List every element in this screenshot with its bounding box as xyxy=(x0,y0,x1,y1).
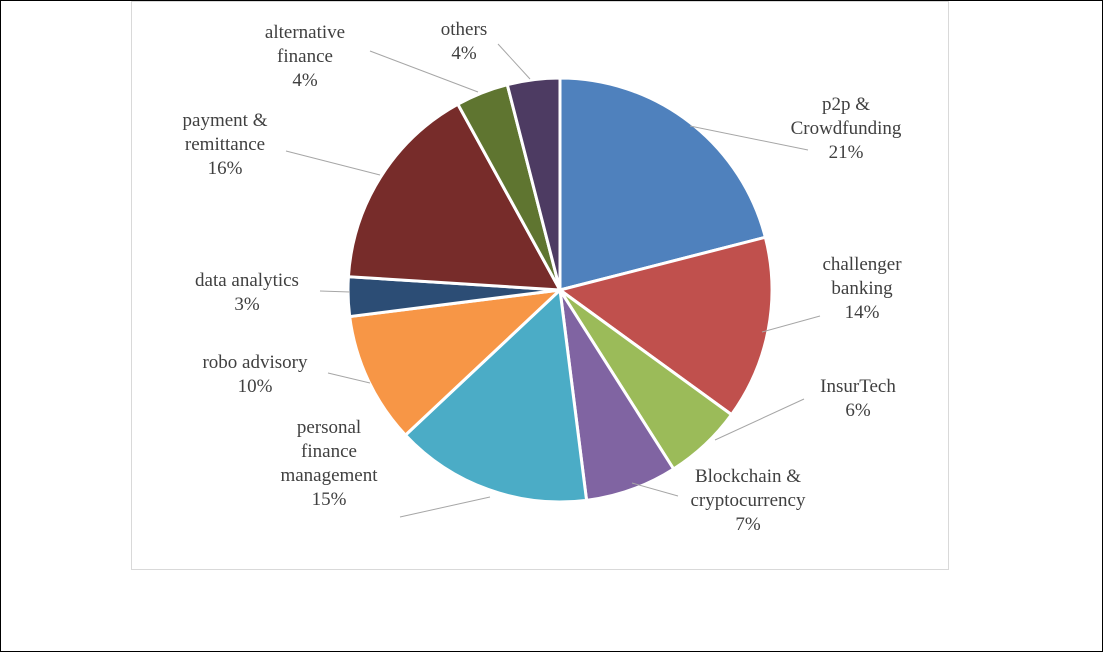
leader-line-7 xyxy=(285,150,381,176)
slice-label-5: robo advisory 10% xyxy=(202,352,308,397)
pie-slice-1 xyxy=(556,235,774,417)
leader-line-4 xyxy=(399,496,491,518)
pie-slice-7 xyxy=(346,102,563,292)
leader-line-5 xyxy=(327,372,371,384)
slice-label-6: data analytics 3% xyxy=(195,270,299,315)
leader-line-9 xyxy=(497,43,531,80)
leader-line-6 xyxy=(319,290,351,293)
slice-label-7: payment & remittance 16% xyxy=(183,110,268,179)
leader-line-2 xyxy=(714,398,805,441)
slice-label-8: alternative finance 4% xyxy=(265,22,345,91)
pie-slice-4 xyxy=(403,286,589,504)
slice-label-9: others 4% xyxy=(441,19,487,64)
leader-line-1 xyxy=(761,315,821,333)
leader-line-3 xyxy=(631,482,679,497)
slice-label-3: Blockchain & cryptocurrency 7% xyxy=(691,466,806,535)
slice-label-4: personal finance management 15% xyxy=(280,417,378,510)
pie-slice-0 xyxy=(558,76,768,292)
pie-slice-5 xyxy=(347,287,565,438)
leader-line-0 xyxy=(689,125,809,151)
slice-label-1: challenger banking 14% xyxy=(822,254,902,323)
pie-slice-9 xyxy=(505,76,562,291)
slice-label-0: p2p & Crowdfunding 21% xyxy=(791,94,902,163)
slice-label-2: InsurTech 6% xyxy=(820,376,896,421)
leader-line-8 xyxy=(369,50,479,93)
